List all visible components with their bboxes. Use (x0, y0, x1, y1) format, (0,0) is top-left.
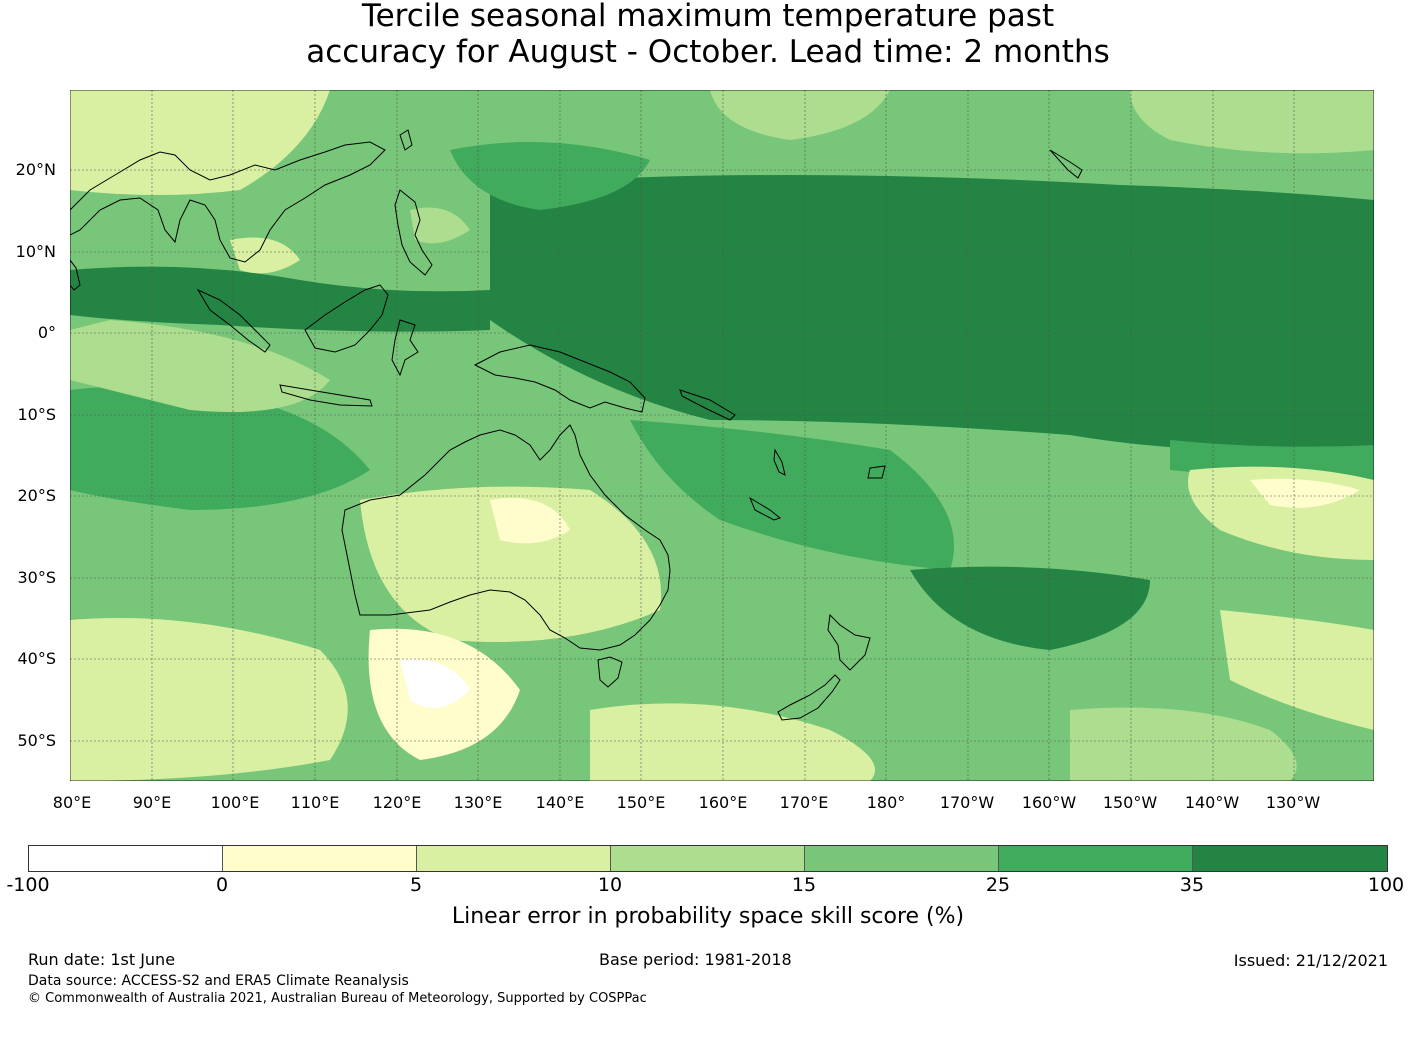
taiwan-coastline (399, 129, 413, 151)
lon-label-130w: 130°W (1265, 793, 1321, 812)
lat-label-10s: 10°S (17, 405, 56, 424)
lon-label-140e: 140°E (535, 793, 585, 812)
colorbar-segment-2 (222, 846, 417, 871)
new-zealand-north-island (827, 613, 871, 671)
lon-label-170w: 170°W (939, 793, 995, 812)
lon-label-150e: 150°E (616, 793, 666, 812)
run-date: Run date: 1st June (28, 950, 176, 969)
coastlines (70, 129, 1083, 721)
lon-label-140w: 140°W (1184, 793, 1240, 812)
lon-label-90e: 90°E (132, 793, 172, 812)
colorbar-tick-0: 0 (215, 874, 229, 896)
copyright-notice: © Commonwealth of Australia 2021, Austra… (28, 991, 647, 1006)
fiji-islands (867, 465, 886, 479)
lon-label-110e: 110°E (290, 793, 340, 812)
colorbar-label: Linear error in probability space skill … (451, 904, 965, 929)
australia-coastline (341, 424, 671, 651)
lat-label-equator: 0° (37, 323, 56, 342)
colorbar-tick-minus-100: -100 (6, 874, 50, 896)
solomon-islands (679, 389, 736, 421)
colorbar-tick-15: 15 (791, 874, 817, 896)
lon-label-160w: 160°W (1021, 793, 1077, 812)
map-title-line-2: accuracy for August - October. Lead time… (306, 34, 1110, 70)
map-canvas (70, 90, 1374, 781)
sri-lanka-coastline (70, 259, 81, 291)
skill-score-field (70, 90, 1374, 781)
lat-label-50s: 50°S (17, 731, 56, 750)
colorbar-segment-7 (1192, 846, 1387, 871)
data-source: Data source: ACCESS-S2 and ERA5 Climate … (28, 973, 409, 989)
new-zealand-south-island (777, 674, 841, 721)
colorbar-tick-10: 10 (597, 874, 623, 896)
new-caledonia (748, 496, 782, 521)
new-guinea-coastline (473, 344, 646, 413)
colorbar-segment-4 (610, 846, 805, 871)
map-title-line-1: Tercile seasonal maximum temperature pas… (361, 0, 1055, 34)
tasmania-coastline (597, 656, 623, 688)
colorbar-tick-100: 100 (1367, 874, 1405, 896)
lon-label-160e: 160°E (698, 793, 748, 812)
lon-label-130e: 130°E (453, 793, 503, 812)
issued-date: Issued: 21/12/2021 (1233, 951, 1388, 970)
borneo-coastline (304, 284, 389, 353)
colorbar-segment-1 (29, 846, 223, 871)
lon-label-120e: 120°E (372, 793, 422, 812)
colorbar (28, 845, 1388, 872)
southeast-asia-coastline (70, 141, 386, 263)
lon-label-80e: 80°E (52, 793, 92, 812)
sumatra-coastline (196, 288, 271, 353)
vanuatu-islands (773, 448, 786, 476)
colorbar-tick-35: 35 (1179, 874, 1205, 896)
lon-label-180: 180° (866, 793, 906, 812)
lat-label-20s: 20°S (17, 486, 56, 505)
lon-label-100e: 100°E (210, 793, 260, 812)
lat-label-10n: 10°N (15, 242, 56, 261)
sulawesi-coastline (391, 319, 419, 377)
colorbar-tick-5: 5 (409, 874, 423, 896)
lon-label-170e: 170°E (779, 793, 829, 812)
lat-label-40s: 40°S (17, 649, 56, 668)
base-period: Base period: 1981-2018 (599, 950, 792, 969)
colorbar-segment-6 (998, 846, 1193, 871)
colorbar-segment-5 (804, 846, 999, 871)
lat-label-20n: 20°N (15, 160, 56, 179)
java-coastline (279, 384, 373, 407)
lon-label-150w: 150°W (1102, 793, 1158, 812)
hawaii-islands (1049, 149, 1083, 179)
lat-label-30s: 30°S (17, 568, 56, 587)
skill-score-map (70, 90, 1374, 781)
philippines-coastline (394, 189, 433, 276)
colorbar-tick-25: 25 (985, 874, 1011, 896)
colorbar-segment-3 (416, 846, 611, 871)
